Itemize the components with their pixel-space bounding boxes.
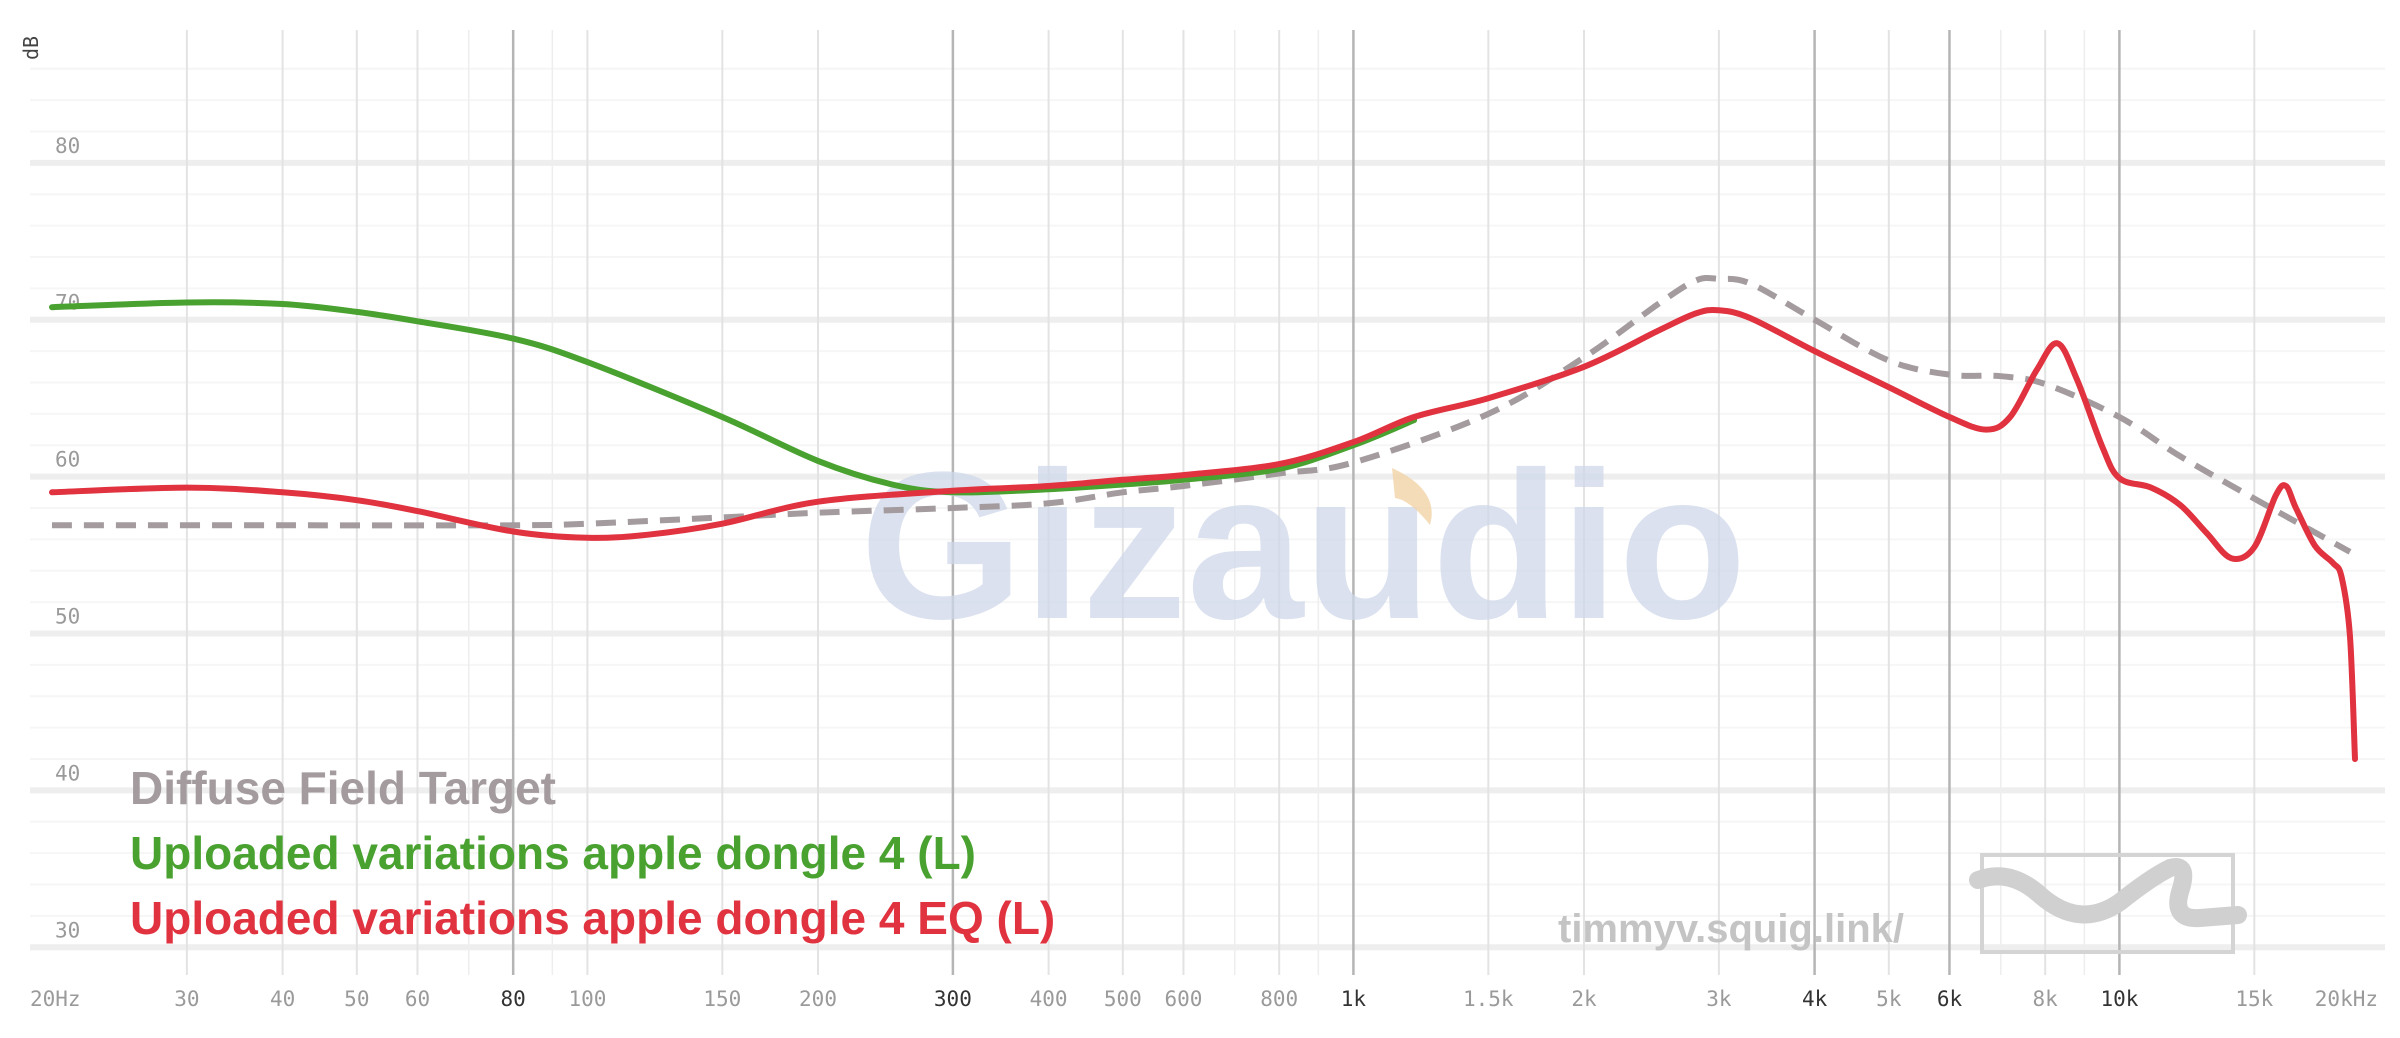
y-tick-label: 40 (55, 761, 80, 785)
x-tick-label: 4k (1802, 987, 1828, 1011)
legend: Diffuse Field Target Uploaded variations… (130, 762, 1055, 944)
horizontal-gridlines (30, 67, 2385, 951)
y-tick-label: 60 (55, 448, 80, 472)
x-tick-label: 200 (799, 987, 837, 1011)
x-tick-label: 6k (1937, 987, 1963, 1011)
x-tick-label: 60 (405, 987, 430, 1011)
y-tick-label: 30 (55, 918, 80, 942)
gizaudio-watermark: Gizaudio (860, 428, 1747, 663)
x-tick-label: 100 (568, 987, 606, 1011)
apple-dongle-4-curve (49, 299, 1418, 496)
watermark-flame-icon (1392, 468, 1432, 525)
vertical-gridlines (185, 30, 2256, 975)
x-tick-label: 80 (501, 987, 526, 1011)
x-tick-label: 300 (934, 987, 972, 1011)
x-tick-label: 5k (1876, 987, 1902, 1011)
x-tick-label: 2k (1571, 987, 1597, 1011)
x-tick-label: 3k (1706, 987, 1732, 1011)
x-tick-label: 1.5k (1463, 987, 1514, 1011)
y-axis-label: dB (19, 36, 43, 60)
series-layer (49, 274, 2358, 762)
x-tick-label: 20Hz (30, 987, 81, 1011)
x-tick-label: 500 (1104, 987, 1142, 1011)
legend-item-apple-dongle-4-eq: Uploaded variations apple dongle 4 EQ (L… (130, 892, 1055, 944)
watermark-text: Gizaudio (860, 428, 1747, 663)
x-tick-label: 50 (344, 987, 369, 1011)
apple-dongle-4-eq-curve (49, 306, 2358, 762)
x-tick-label: 600 (1165, 987, 1203, 1011)
x-tick-label: 40 (270, 987, 295, 1011)
legend-item-apple-dongle-4: Uploaded variations apple dongle 4 (L) (130, 827, 976, 879)
x-tick-label: 1k (1341, 987, 1367, 1011)
x-tick-label: 800 (1260, 987, 1298, 1011)
x-tick-label: 8k (2033, 987, 2059, 1011)
x-tick-label: 15k (2235, 987, 2273, 1011)
diffuse-field-target-curve (52, 274, 2352, 555)
y-tick-labels: 30 40 50 60 70 80 (55, 134, 80, 942)
x-tick-labels: 20Hz 30 40 50 60 80 100 150 200 300 400 500 600 800 1k… (30, 987, 2378, 1011)
squiglink-logo-icon (1969, 853, 2247, 954)
x-tick-label: 10k (2100, 987, 2138, 1011)
x-tick-label: 30 (174, 987, 199, 1011)
y-tick-label: 50 (55, 605, 80, 629)
y-tick-label: 80 (55, 134, 80, 158)
y-tick-label: 70 (55, 291, 80, 315)
x-tick-label: 20kHz (2315, 987, 2378, 1011)
squiglink-credit: timmyv.squig.link/ (1558, 907, 1904, 951)
x-tick-label: 400 (1030, 987, 1068, 1011)
x-tick-label: 150 (703, 987, 741, 1011)
legend-item-diffuse-field-target: Diffuse Field Target (130, 762, 556, 814)
